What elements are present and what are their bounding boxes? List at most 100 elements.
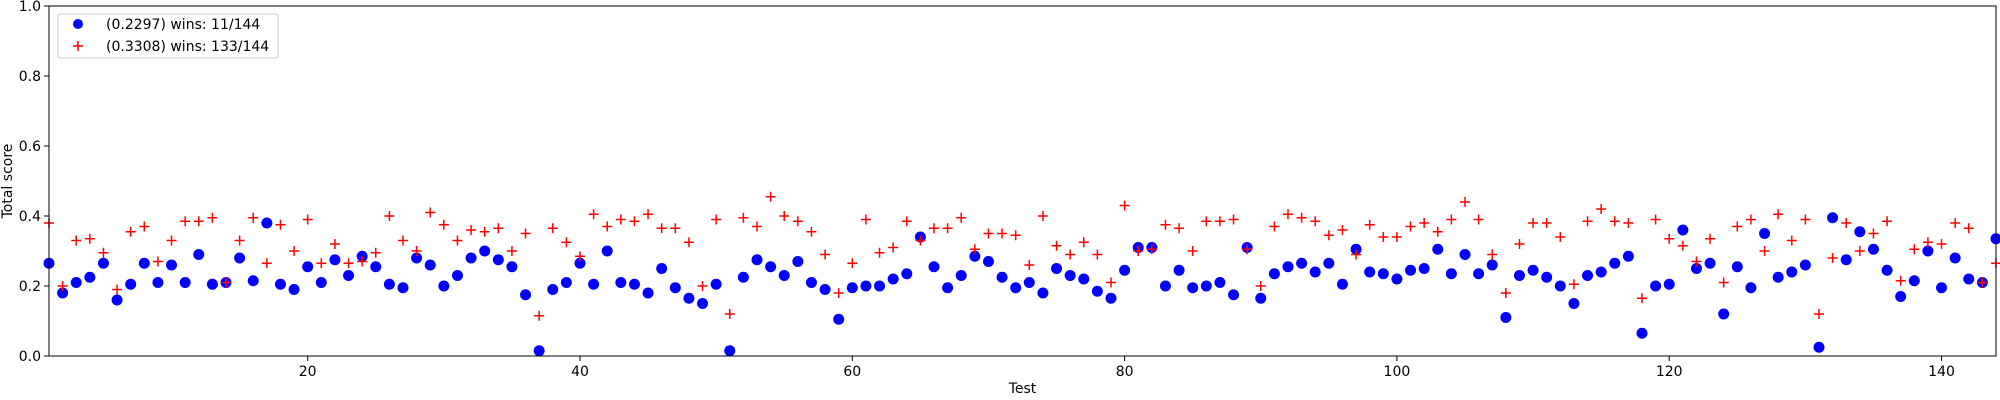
red-plus-point [956,212,967,223]
blue-circle-point [1228,289,1240,301]
blue-circle-point [1296,257,1308,269]
blue-circle-point [1650,280,1662,292]
blue-circle-point [805,277,817,288]
blue-circle-point [247,275,259,287]
red-plus-point [1201,216,1212,227]
red-plus-point [1242,244,1253,255]
red-plus-point [1255,281,1266,291]
red-plus-point [289,246,300,256]
red-plus-point [942,223,953,234]
red-plus-point [1473,214,1484,225]
red-plus-point [493,223,504,234]
red-plus-point [615,214,626,225]
blue-circle-point [492,254,504,266]
red-plus-point [602,221,613,232]
red-plus-point [1691,256,1702,267]
blue-circle-point [1690,263,1702,274]
blue-circle-point [683,292,695,304]
blue-circle-point [1595,266,1607,278]
red-plus-point [1214,216,1225,227]
red-plus-point [479,226,490,237]
blue-circle-point [1459,249,1471,260]
blue-circle-point [1091,285,1103,297]
x-tick-label: 40 [571,364,589,380]
red-plus-point [370,247,381,258]
blue-circle-point [84,271,96,283]
y-tick-label: 0.6 [19,139,41,155]
red-plus-point [1596,204,1607,214]
red-plus-point [1296,212,1307,223]
red-plus-point [520,228,531,239]
red-plus-point [1500,288,1511,298]
blue-circle-point [1827,212,1839,224]
blue-circle-point [1323,257,1335,269]
x-tick-label: 20 [299,364,317,380]
blue-circle-point [1881,264,1893,276]
blue-circle-point [1282,261,1294,273]
x-axis-label: Test [1008,381,1037,397]
red-plus-point [1827,253,1838,263]
blue-circle-point [125,278,137,290]
red-plus-point [1841,218,1852,228]
blue-circle-point [1268,268,1280,280]
blue-circle-point [1473,268,1485,280]
red-plus-point [398,235,408,246]
red-plus-point [711,214,722,225]
blue-circle-point [274,278,286,290]
blue-circle-point [737,271,749,283]
blue-circle-point [1391,273,1403,285]
red-plus-point [1065,249,1076,260]
blue-circle-point [833,313,845,325]
red-plus-point [112,284,123,295]
red-plus-point [1419,218,1430,228]
blue-circle-point [1554,280,1566,292]
blue-circle-point [1350,243,1362,255]
blue-circle-point [1214,277,1226,288]
blue-circle-point [1922,245,1934,257]
blue-circle-point [1377,268,1389,280]
blue-circle-point [193,249,205,260]
red-plus-point [1146,244,1157,255]
red-plus-point [833,288,844,298]
red-plus-point [234,235,245,246]
blue-circle-point [315,277,327,288]
blue-circle-point [97,257,109,269]
blue-circle-point [1173,264,1185,276]
x-tick-label: 100 [1384,364,1411,380]
red-plus-point [969,244,980,255]
red-plus-point [1432,226,1443,237]
red-plus-point [1364,219,1375,230]
blue-circle-point [1840,254,1852,266]
ticks-layer: 20 40 60 80 100 120 140 0.0 0.2 0.4 0.6 0.8 1.0 [19,0,1955,380]
blue-circle-point [1895,291,1907,302]
blue-circle-point [411,252,423,264]
red-plus-point [1718,277,1729,288]
blue-circle-point [1405,264,1417,276]
red-plus-point [1868,228,1879,239]
red-plus-point [1882,216,1893,227]
blue-circle-point [642,287,654,299]
blue-circle-point [955,270,967,281]
blue-circle-point [302,261,314,273]
red-plus-point [547,223,558,234]
red-plus-point [506,246,517,256]
blue-circle-point [628,278,640,290]
red-plus-point [1405,221,1416,232]
red-plus-point [983,228,994,239]
blue-circle-point [1064,270,1076,281]
legend-box [57,13,279,59]
blue-circle-point [424,259,436,271]
red-plus-point [1745,214,1756,225]
red-plus-point [1950,218,1961,228]
red-plus-point [343,258,354,269]
red-plus-point [738,212,749,223]
blue-circle-point [1908,275,1920,287]
marks-layer [43,191,2000,357]
blue-circle-point [1772,271,1784,283]
blue-circle-point [615,277,627,288]
blue-circle-point [751,254,763,266]
red-plus-point [1637,293,1647,304]
blue-circle-point [479,245,491,257]
blue-circle-point [1255,292,1267,304]
red-plus-point [724,309,735,319]
